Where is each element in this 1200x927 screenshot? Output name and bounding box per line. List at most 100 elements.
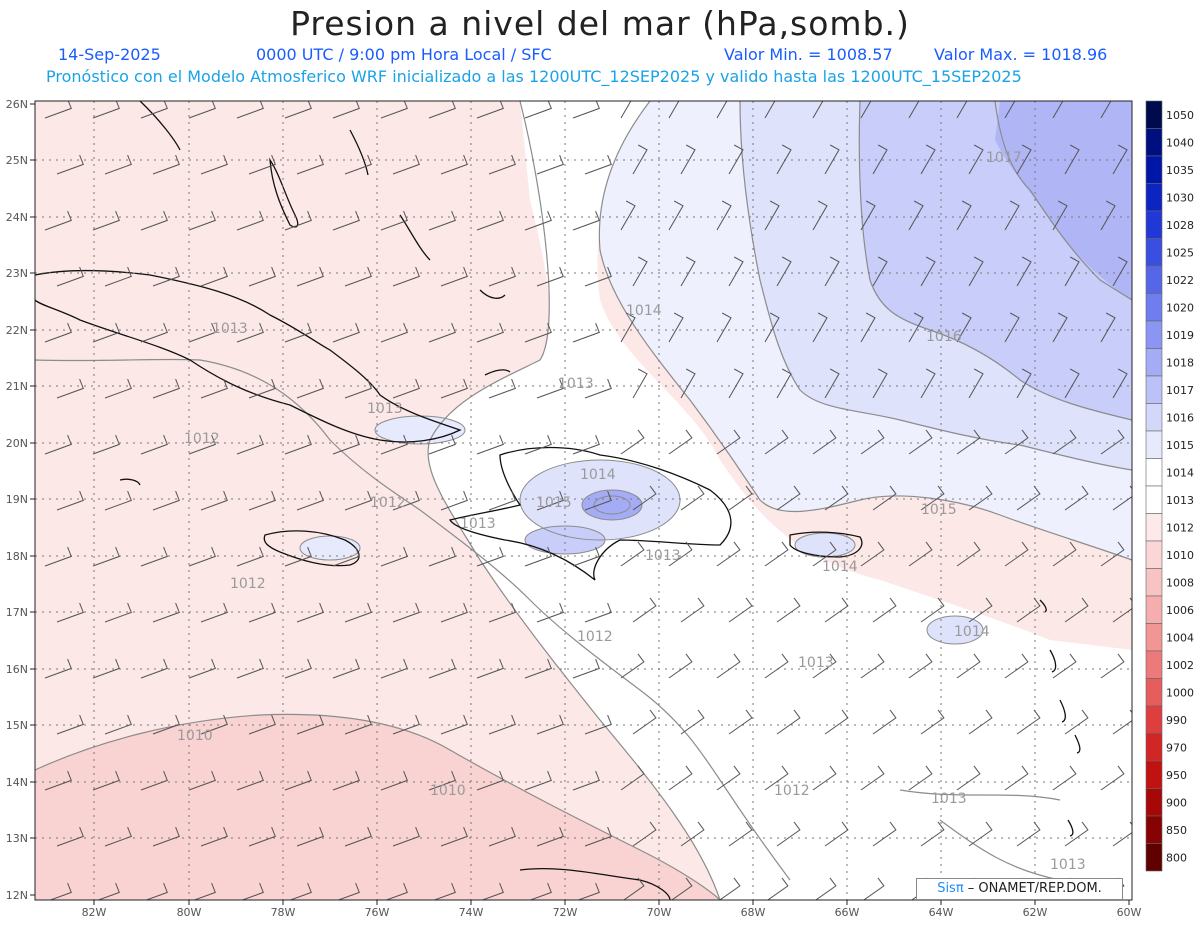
lon-label: 66W (835, 906, 860, 919)
wind-barb (824, 709, 849, 735)
wind-barb (152, 490, 180, 511)
wind-barb (968, 597, 993, 623)
contour-label: 1014 (954, 624, 990, 640)
wind-barb (680, 597, 705, 623)
wind-barb (1004, 200, 1020, 231)
contour-label: 1010 (177, 728, 213, 744)
lat-label: 21N (6, 380, 28, 393)
wind-barb (670, 877, 693, 900)
lat-label: 20N (6, 437, 28, 450)
wind-barb (56, 714, 84, 735)
wind-barb (488, 154, 516, 175)
wind-barb (92, 658, 120, 679)
map-frame (34, 100, 1133, 901)
wind-barb (584, 714, 612, 735)
wind-barb (140, 434, 168, 455)
lon-ticks (93, 900, 1130, 905)
wind-barb (1100, 541, 1125, 567)
lon-label: 72W (553, 906, 578, 919)
wind-barb (428, 322, 456, 343)
colorbar-label: 1025 (1166, 246, 1194, 259)
wind-barb (812, 312, 828, 343)
wind-barb (824, 485, 849, 511)
wind-barb (536, 378, 564, 399)
wind-barb (860, 541, 885, 567)
wind-barb (380, 322, 408, 343)
wind-barb (476, 322, 504, 343)
wind-barb (728, 821, 753, 847)
wind-barb (620, 541, 645, 567)
colorbar-label: 1004 (1166, 631, 1194, 644)
wind-barb (860, 653, 885, 679)
wind-barb (392, 154, 420, 175)
wind-barb (1100, 429, 1125, 455)
wind-barb (104, 826, 132, 847)
colorbar-swatch (1145, 843, 1163, 872)
wind-barb (764, 541, 789, 567)
credit-box: Sisπ – ONAMET/REP.DOM. (916, 878, 1123, 900)
wind-barb (812, 101, 824, 119)
wind-barb (680, 368, 696, 399)
colorbar-label: 1012 (1166, 521, 1194, 534)
wind-barb (284, 546, 312, 567)
wind-barb (296, 154, 324, 175)
wind-barb (1064, 256, 1080, 287)
wind-barb (248, 826, 276, 847)
lat-label: 23N (6, 267, 28, 280)
colorbar-swatch (1145, 155, 1163, 184)
wind-barb (920, 821, 945, 847)
contour-label: 1014 (626, 303, 662, 319)
wind-barb (1052, 101, 1064, 119)
colorbar-label: 1016 (1166, 411, 1194, 424)
wind-barb (104, 490, 132, 511)
wind-barb (668, 429, 693, 455)
wind-barb (968, 485, 993, 511)
wind-barb (812, 765, 837, 791)
colorbar-swatch (1145, 293, 1163, 322)
wind-barb (188, 101, 216, 119)
wind-barb (764, 765, 789, 791)
wind-barb (152, 154, 180, 175)
wind-barb (632, 256, 648, 287)
wind-barb (920, 368, 936, 399)
wind-barb (1016, 144, 1032, 175)
wind-barb (188, 322, 216, 343)
wind-barb (248, 266, 276, 287)
wind-barb (872, 485, 897, 511)
wind-barb (392, 378, 420, 399)
wind-barb (476, 210, 504, 231)
wind-barb (332, 434, 360, 455)
wind-barb (776, 597, 801, 623)
wind-barb (152, 266, 180, 287)
wind-barb (140, 322, 168, 343)
wind-barb (488, 490, 516, 511)
wind-barb (440, 490, 468, 511)
wind-barb (908, 312, 924, 343)
colorbar-label: 950 (1166, 769, 1187, 782)
wind-barb (380, 770, 408, 791)
wind-barb (200, 154, 228, 175)
wind-barb (1064, 485, 1089, 511)
wind-barb (620, 765, 645, 791)
wind-barb (812, 653, 837, 679)
wind-barb (385, 882, 408, 900)
wind-barb (860, 312, 876, 343)
wind-barb (49, 882, 72, 900)
wind-barb (860, 101, 872, 119)
wind-barb (1052, 541, 1077, 567)
wind-barb (56, 826, 84, 847)
colorbar-label: 1015 (1166, 439, 1194, 452)
wind-barb (440, 602, 468, 623)
wind-barb (908, 200, 924, 231)
wind-barb (536, 266, 564, 287)
lon-label: 70W (647, 906, 672, 919)
wind-barb (764, 653, 789, 679)
wind-barb (296, 490, 324, 511)
wind-barb (716, 541, 741, 567)
colorbar-swatch (1145, 238, 1163, 267)
wind-barb (1052, 200, 1068, 231)
colorbar-label: 1014 (1166, 466, 1194, 479)
wind-barb (1004, 765, 1029, 791)
wind-barb (392, 266, 420, 287)
